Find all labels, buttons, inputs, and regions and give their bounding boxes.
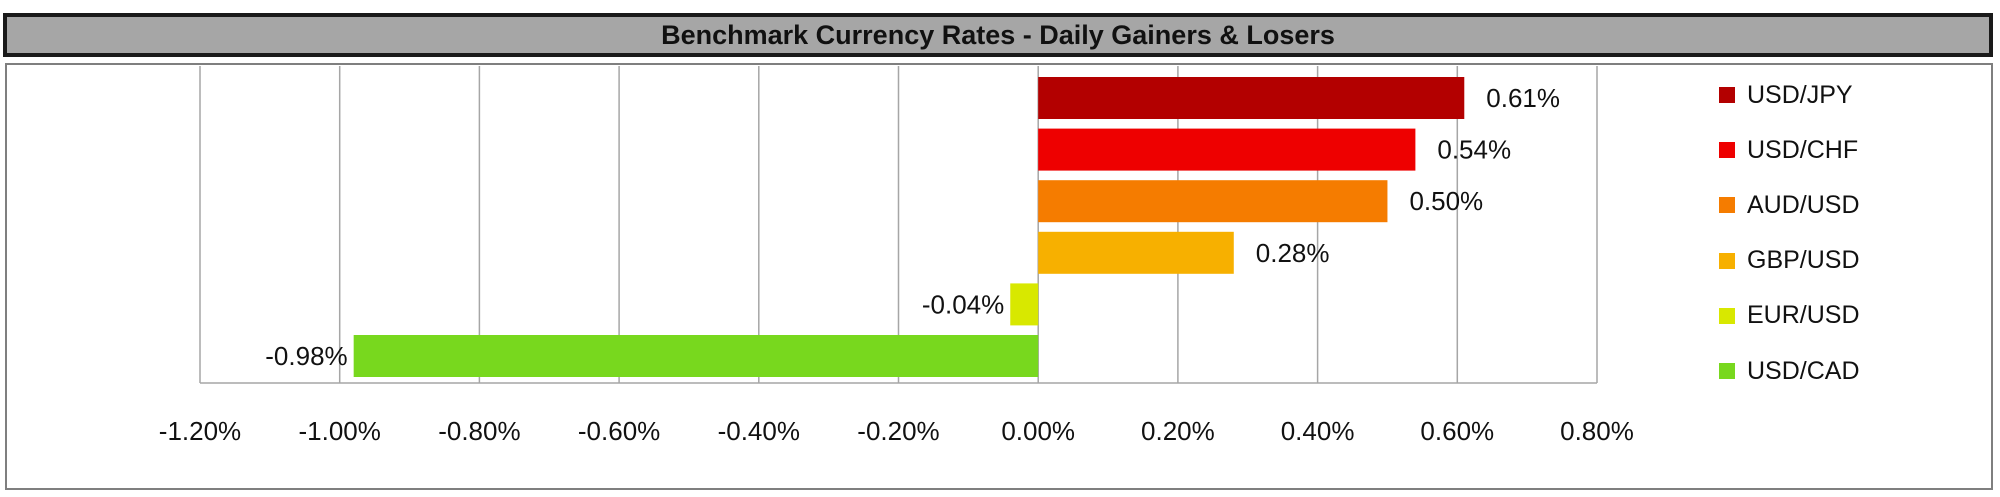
x-tick-label: -1.20% (159, 416, 241, 446)
bar-gbp-usd (1038, 231, 1234, 274)
x-tick-label: 0.40% (1281, 416, 1355, 446)
bar-usd-chf (1038, 128, 1416, 171)
bar-eur-usd (1010, 283, 1039, 326)
gridlines (199, 66, 1598, 384)
legend-swatch (1719, 363, 1735, 379)
data-label-aud-usd: 0.50% (1409, 186, 1483, 216)
legend-swatch (1719, 252, 1735, 269)
x-tick-label: 0.00% (1001, 416, 1075, 446)
legend-item-eur-usd: EUR/USD (1719, 301, 1860, 331)
bar-usd-cad (353, 335, 1039, 377)
legend-label: USD/CAD (1747, 356, 1860, 385)
x-tick-label: -0.20% (857, 416, 939, 446)
legend-label: EUR/USD (1747, 301, 1860, 330)
x-tick-label: -0.40% (718, 416, 800, 446)
legend-item-usd-jpy: USD/JPY (1719, 80, 1853, 110)
bars (353, 77, 1465, 377)
legend-item-usd-cad: USD/CAD (1719, 356, 1860, 386)
legend-label: GBP/USD (1747, 246, 1860, 275)
legend-swatch (1719, 197, 1735, 214)
legend-swatch (1719, 142, 1735, 159)
data-label-usd-jpy: 0.61% (1486, 83, 1560, 113)
x-tick-label: 0.80% (1560, 416, 1634, 446)
data-labels: 0.61% 0.54% 0.50% 0.28% -0.04% -0.98% (265, 83, 1560, 371)
data-label-usd-cad: -0.98% (265, 341, 347, 371)
x-tick-label: -0.80% (438, 416, 520, 446)
legend-label: USD/CHF (1747, 135, 1859, 164)
legend-swatch (1719, 87, 1735, 103)
data-label-gbp-usd: 0.28% (1256, 238, 1330, 268)
chart-frame (5, 63, 1993, 490)
legend-item-gbp-usd: GBP/USD (1719, 246, 1860, 276)
x-tick-label: 0.60% (1420, 416, 1494, 446)
data-label-usd-chf: 0.54% (1437, 135, 1511, 165)
x-tick-label: -0.60% (578, 416, 660, 446)
data-label-eur-usd: -0.04% (922, 289, 1004, 319)
chart-title-bar: Benchmark Currency Rates - Daily Gainers… (3, 13, 1993, 57)
legend-swatch (1719, 307, 1735, 324)
x-tick-label: -1.00% (299, 416, 381, 446)
chart-title: Benchmark Currency Rates - Daily Gainers… (661, 19, 1335, 50)
x-tick-label: 0.20% (1141, 416, 1215, 446)
legend-item-aud-usd: AUD/USD (1719, 190, 1860, 220)
bar-aud-usd (1038, 180, 1388, 223)
bar-usd-jpy (1038, 77, 1465, 119)
legend-label: USD/JPY (1747, 80, 1853, 109)
legend-label: AUD/USD (1747, 190, 1860, 219)
legend-item-usd-chf: USD/CHF (1719, 135, 1858, 165)
x-axis-ticks: -1.20% -1.00% -0.80% -0.60% -0.40% -0.20% 0.00… (159, 416, 1634, 446)
